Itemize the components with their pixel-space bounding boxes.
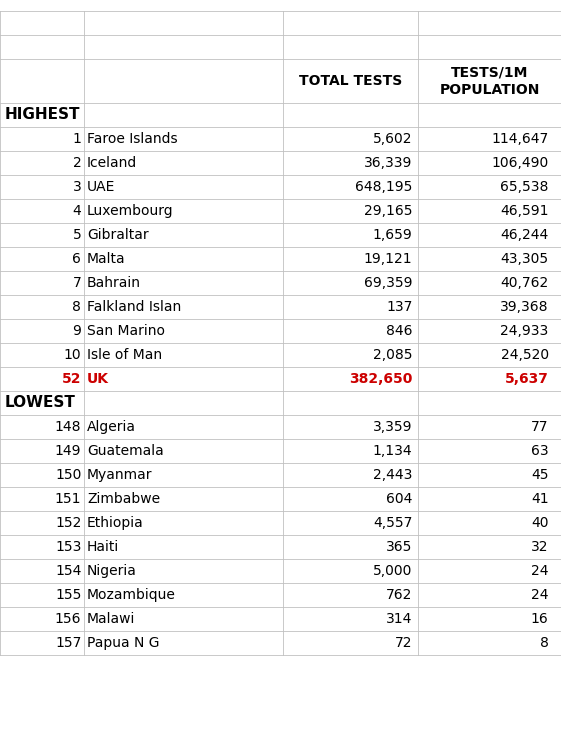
Text: 9: 9 <box>72 324 81 338</box>
Text: 5,602: 5,602 <box>373 132 412 146</box>
Text: 63: 63 <box>531 444 549 458</box>
Text: 1,134: 1,134 <box>373 444 412 458</box>
Text: Papua N G: Papua N G <box>87 636 159 650</box>
Text: 157: 157 <box>55 636 81 650</box>
Text: 24,520: 24,520 <box>500 348 549 361</box>
Text: Isle of Man: Isle of Man <box>87 348 162 361</box>
Text: Guatemala: Guatemala <box>87 444 164 458</box>
Text: 3,359: 3,359 <box>373 420 412 434</box>
Text: Iceland: Iceland <box>87 156 137 170</box>
Text: 29,165: 29,165 <box>364 204 412 218</box>
Text: 77: 77 <box>531 420 549 434</box>
Text: 24: 24 <box>531 588 549 602</box>
Text: 10: 10 <box>64 348 81 361</box>
Text: 3: 3 <box>72 180 81 194</box>
Text: 156: 156 <box>55 612 81 626</box>
Text: 314: 314 <box>386 612 412 626</box>
Text: 36,339: 36,339 <box>364 156 412 170</box>
Text: 40: 40 <box>531 516 549 530</box>
Text: 6: 6 <box>72 252 81 266</box>
Text: 2: 2 <box>72 156 81 170</box>
Text: 72: 72 <box>395 636 412 650</box>
Text: Myanmar: Myanmar <box>87 468 153 482</box>
Text: Mozambique: Mozambique <box>87 588 176 602</box>
Text: 4,557: 4,557 <box>373 516 412 530</box>
Text: Ethiopia: Ethiopia <box>87 516 144 530</box>
Text: 43,305: 43,305 <box>500 252 549 266</box>
Text: 4: 4 <box>72 204 81 218</box>
Text: 846: 846 <box>386 324 412 338</box>
Text: UAE: UAE <box>87 180 116 194</box>
Text: 151: 151 <box>55 492 81 506</box>
Text: 148: 148 <box>55 420 81 434</box>
Text: Malawi: Malawi <box>87 612 135 626</box>
Text: 65,538: 65,538 <box>500 180 549 194</box>
Text: Faroe Islands: Faroe Islands <box>87 132 178 146</box>
Text: Bahrain: Bahrain <box>87 276 141 290</box>
Text: Haiti: Haiti <box>87 540 119 554</box>
Text: 32: 32 <box>531 540 549 554</box>
Text: TOTAL TESTS: TOTAL TESTS <box>299 74 402 88</box>
Text: 52: 52 <box>62 372 81 386</box>
Text: 24: 24 <box>531 564 549 578</box>
Text: 150: 150 <box>55 468 81 482</box>
Text: 46,591: 46,591 <box>500 204 549 218</box>
Text: 152: 152 <box>55 516 81 530</box>
Text: 7: 7 <box>72 276 81 290</box>
Text: 19,121: 19,121 <box>364 252 412 266</box>
Text: Algeria: Algeria <box>87 420 136 434</box>
Text: 114,647: 114,647 <box>491 132 549 146</box>
Text: Zimbabwe: Zimbabwe <box>87 492 160 506</box>
Text: 365: 365 <box>386 540 412 554</box>
Text: 46,244: 46,244 <box>500 228 549 242</box>
Text: 149: 149 <box>55 444 81 458</box>
Text: 5,000: 5,000 <box>373 564 412 578</box>
Text: 154: 154 <box>55 564 81 578</box>
Text: LOWEST: LOWEST <box>4 395 75 410</box>
Text: 153: 153 <box>55 540 81 554</box>
Text: 8: 8 <box>540 636 549 650</box>
Text: Nigeria: Nigeria <box>87 564 137 578</box>
Text: 762: 762 <box>386 588 412 602</box>
Text: 604: 604 <box>386 492 412 506</box>
Text: 382,650: 382,650 <box>349 372 412 386</box>
Text: 45: 45 <box>531 468 549 482</box>
Text: 137: 137 <box>386 300 412 313</box>
Text: 2,443: 2,443 <box>373 468 412 482</box>
Text: 155: 155 <box>55 588 81 602</box>
Text: TESTS/1M
POPULATION: TESTS/1M POPULATION <box>439 65 540 97</box>
Text: Malta: Malta <box>87 252 126 266</box>
Text: HIGHEST: HIGHEST <box>4 107 80 122</box>
Text: 24,933: 24,933 <box>500 324 549 338</box>
Text: 106,490: 106,490 <box>491 156 549 170</box>
Text: 39,368: 39,368 <box>500 300 549 313</box>
Text: 16: 16 <box>531 612 549 626</box>
Text: 5,637: 5,637 <box>505 372 549 386</box>
Text: UK: UK <box>87 372 109 386</box>
Text: San Marino: San Marino <box>87 324 165 338</box>
Text: 5: 5 <box>72 228 81 242</box>
Text: 1: 1 <box>72 132 81 146</box>
Text: 8: 8 <box>72 300 81 313</box>
Text: 2,085: 2,085 <box>373 348 412 361</box>
Text: Luxembourg: Luxembourg <box>87 204 173 218</box>
Text: Gibraltar: Gibraltar <box>87 228 149 242</box>
Text: 40,762: 40,762 <box>500 276 549 290</box>
Text: 648,195: 648,195 <box>355 180 412 194</box>
Text: 41: 41 <box>531 492 549 506</box>
Text: 69,359: 69,359 <box>364 276 412 290</box>
Text: 1,659: 1,659 <box>373 228 412 242</box>
Text: Falkland Islan: Falkland Islan <box>87 300 181 313</box>
